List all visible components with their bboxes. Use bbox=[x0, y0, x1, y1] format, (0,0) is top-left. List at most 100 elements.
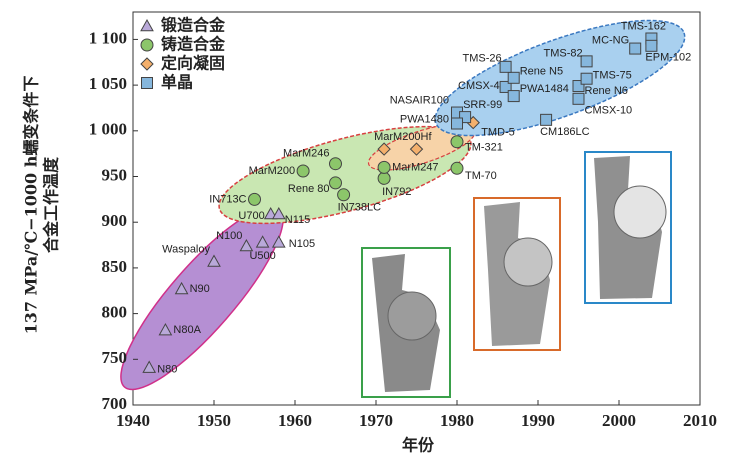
point-label: TMS-75 bbox=[593, 70, 632, 82]
marker bbox=[459, 111, 472, 124]
marker bbox=[255, 235, 270, 248]
marker bbox=[499, 80, 512, 93]
marker bbox=[451, 117, 463, 130]
marker bbox=[207, 254, 221, 267]
marker bbox=[580, 72, 593, 85]
marker bbox=[450, 161, 464, 175]
marker bbox=[329, 176, 342, 190]
point-label: N100 bbox=[216, 230, 242, 242]
point-label: IN713C bbox=[209, 193, 246, 205]
marker bbox=[507, 71, 520, 84]
y-axis-label: 合金工作温度 bbox=[42, 156, 61, 253]
point-label: EPM-102 bbox=[645, 52, 691, 64]
marker bbox=[572, 80, 585, 93]
marker bbox=[645, 39, 658, 52]
legend-marker bbox=[140, 18, 154, 32]
marker bbox=[337, 188, 351, 202]
point-label: Rene N6 bbox=[585, 85, 628, 97]
y-tick-label: 800 bbox=[102, 303, 128, 322]
legend-label: 单晶 bbox=[161, 73, 193, 92]
marker bbox=[499, 60, 512, 73]
y-tick-label: 1 100 bbox=[89, 28, 127, 47]
point-label: MarM246 bbox=[283, 148, 329, 160]
point-label: TM-70 bbox=[465, 170, 497, 182]
point-label: PWA1484 bbox=[520, 83, 569, 95]
point-label: N90 bbox=[190, 283, 210, 295]
point-label: Rene N5 bbox=[520, 66, 563, 78]
marker bbox=[540, 113, 553, 126]
marker bbox=[507, 90, 520, 103]
blade-detail bbox=[613, 185, 667, 239]
point-label: MarM200Hf bbox=[374, 131, 432, 143]
point-label: CMSX-4 bbox=[458, 80, 500, 92]
point-label: MC-NG bbox=[592, 34, 629, 46]
y-axis-label: 137 MPa/℃−1000 h蠕变条件下 bbox=[22, 76, 41, 335]
regions bbox=[120, 19, 686, 391]
marker bbox=[377, 171, 391, 185]
blade-images bbox=[361, 151, 672, 398]
point-label: MarM200 bbox=[249, 165, 295, 177]
marker bbox=[174, 281, 189, 295]
y-tick-label: 1 050 bbox=[89, 74, 127, 93]
point-label: N80A bbox=[173, 324, 201, 336]
point-label: TMD-5 bbox=[481, 126, 515, 138]
point-label: IN738LC bbox=[338, 202, 381, 214]
x-tick-label: 1940 bbox=[116, 411, 150, 430]
x-tick-label: 2000 bbox=[602, 411, 636, 430]
y-tick-label: 900 bbox=[102, 211, 128, 230]
x-tick-label: 1980 bbox=[440, 411, 474, 430]
x-tick-label: 1960 bbox=[278, 411, 312, 430]
point-label: N105 bbox=[289, 238, 315, 250]
point-label: U500 bbox=[249, 250, 275, 262]
legend-marker bbox=[140, 57, 154, 71]
marker bbox=[158, 323, 173, 336]
marker bbox=[271, 206, 286, 220]
marker bbox=[377, 142, 391, 156]
point-label: U700 bbox=[238, 210, 264, 222]
marker bbox=[329, 157, 342, 171]
point-label: SRR-99 bbox=[463, 99, 502, 111]
point-label: CM186LC bbox=[540, 126, 590, 138]
x-tick-label: 2010 bbox=[683, 411, 717, 430]
legend-marker bbox=[140, 38, 154, 52]
point-label: TMS-162 bbox=[621, 20, 666, 32]
x-tick-label: 1990 bbox=[521, 411, 555, 430]
point-label: PWA1480 bbox=[400, 113, 449, 125]
marker bbox=[580, 55, 593, 68]
point-label: TM-321 bbox=[465, 142, 503, 154]
marker bbox=[409, 142, 424, 156]
point-label: N80 bbox=[157, 363, 177, 375]
point-label: N115 bbox=[285, 214, 310, 226]
y-tick-label: 700 bbox=[102, 394, 128, 413]
point-label: NASAIR100 bbox=[390, 94, 449, 106]
legend-label: 铸造合金 bbox=[161, 35, 226, 54]
marker bbox=[377, 160, 391, 174]
blade-detail bbox=[387, 291, 437, 341]
marker bbox=[142, 360, 157, 373]
x-tick-label: 1970 bbox=[359, 411, 393, 430]
point-label: TMS-82 bbox=[543, 47, 582, 59]
y-tick-label: 750 bbox=[102, 348, 128, 367]
marker bbox=[629, 42, 642, 55]
x-tick-label: 1950 bbox=[197, 411, 231, 430]
point-label: IN792 bbox=[382, 186, 411, 198]
point-label: CMSX-10 bbox=[585, 105, 633, 117]
blade-detail bbox=[503, 237, 553, 287]
point-label: TMS-26 bbox=[462, 53, 501, 65]
marker bbox=[271, 235, 286, 248]
y-tick-label: 1 000 bbox=[89, 120, 127, 139]
marker bbox=[296, 164, 310, 178]
legend-label: 定向凝固 bbox=[160, 54, 225, 73]
marker bbox=[239, 238, 254, 252]
x-axis-label: 年份 bbox=[402, 436, 435, 455]
y-tick-label: 950 bbox=[102, 165, 128, 184]
marker bbox=[263, 206, 278, 220]
marker bbox=[450, 135, 464, 149]
legend-marker bbox=[141, 77, 153, 89]
marker bbox=[572, 92, 585, 105]
point-label: Rene 80 bbox=[288, 183, 330, 195]
sc-region bbox=[434, 19, 686, 137]
point-label: Waspaloy bbox=[162, 243, 210, 255]
point-label: MarM247 bbox=[392, 161, 438, 173]
